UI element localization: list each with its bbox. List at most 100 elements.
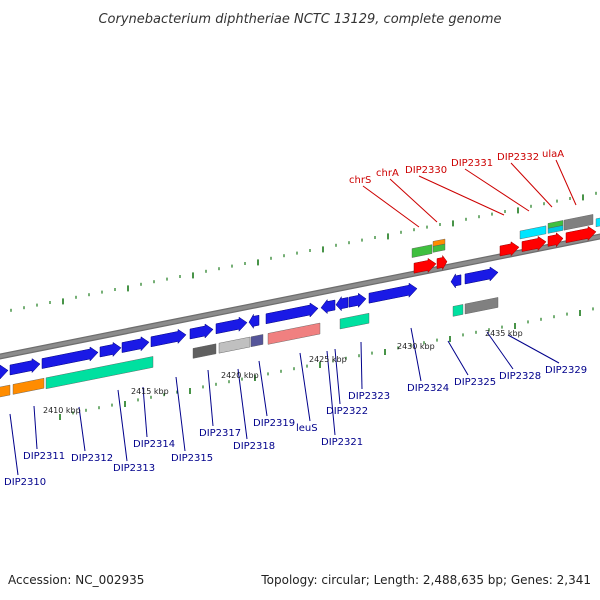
leader-line xyxy=(33,405,38,450)
gene-label-forward: DIP2317 xyxy=(199,428,241,439)
forward-gene-arrow xyxy=(41,346,99,369)
forward-gene-arrow xyxy=(320,298,336,315)
kbp-label: 2420 kbp xyxy=(221,371,259,380)
annotation-block xyxy=(464,297,499,315)
leader-line xyxy=(464,168,530,212)
leader-line xyxy=(334,348,341,405)
leader-line xyxy=(507,334,560,364)
forward-gene-arrow xyxy=(348,292,367,308)
leader-line xyxy=(9,413,19,476)
forward-gene-arrow xyxy=(99,341,122,358)
kbp-markers: 2410 kbp 2415 kbp 2420 kbp 2425 kbp 2430 kbp… xyxy=(43,329,523,415)
forward-gene-arrow xyxy=(450,272,462,289)
annotation-block xyxy=(452,304,464,317)
gene-label-reverse: chrS xyxy=(349,175,371,186)
annotation-block xyxy=(339,312,370,330)
leader-line xyxy=(175,376,186,452)
backbone-core xyxy=(0,234,600,359)
leader-line xyxy=(142,386,148,438)
gene-label-forward: DIP2313 xyxy=(113,463,155,474)
leader-line xyxy=(117,389,128,462)
annotation-block xyxy=(12,377,45,395)
forward-gene-arrow xyxy=(9,358,41,376)
leader-line xyxy=(360,341,363,390)
gene-label-reverse: ulaA xyxy=(542,149,564,160)
reverse-gene-arrow xyxy=(521,235,547,252)
kbp-label: 2430 kbp xyxy=(397,342,435,351)
gene-label-forward: DIP2319 xyxy=(253,418,295,429)
gene-label-forward: DIP2311 xyxy=(23,451,65,462)
kbp-label: 2410 kbp xyxy=(43,406,81,415)
gene-label-forward: DIP2314 xyxy=(133,439,175,450)
leader-line xyxy=(237,368,248,440)
annotation-block xyxy=(45,356,154,390)
leader-line xyxy=(326,350,336,436)
forward-gene-arrow xyxy=(265,302,319,325)
kbp-label: 2415 kbp xyxy=(131,387,169,396)
gene-label-forward: DIP2318 xyxy=(233,441,275,452)
leader-line xyxy=(362,185,420,228)
leader-line xyxy=(486,331,514,370)
annotation-block xyxy=(250,334,264,348)
reverse-gene-arrow xyxy=(436,254,448,271)
leader-line xyxy=(207,369,214,427)
reverse-gene-arrow xyxy=(413,257,437,274)
leader-line xyxy=(389,178,438,223)
topology-text: Topology: circular; Length: 2,488,635 bp… xyxy=(261,573,591,587)
gene-label-reverse: DIP2331 xyxy=(451,158,493,169)
kbp-label: 2435 kbp xyxy=(485,329,523,338)
leader-line xyxy=(258,360,268,417)
leader-line xyxy=(418,175,505,216)
annotation-block xyxy=(595,217,600,228)
gene-label-forward: DIP2321 xyxy=(321,437,363,448)
gene-label-reverse: DIP2332 xyxy=(497,152,539,163)
forward-gene-arrow xyxy=(368,282,418,304)
leader-line xyxy=(555,159,577,206)
annotation-block xyxy=(192,343,217,359)
forward-gene-arrow xyxy=(464,266,499,285)
gene-label-reverse: DIP2330 xyxy=(405,165,447,176)
map-title: Corynebacterium diphtheriae NCTC 13129, … xyxy=(98,12,501,27)
annotation-block xyxy=(563,214,594,231)
forward-gene-arrow xyxy=(150,328,187,348)
leader-line xyxy=(78,406,86,452)
annotation-block xyxy=(432,243,446,253)
label-leader-lines xyxy=(9,159,577,476)
annotation-block xyxy=(411,244,433,258)
leader-line xyxy=(410,327,422,382)
gene-label-forward: DIP2322 xyxy=(326,406,368,417)
forward-gene-arrow xyxy=(335,295,349,312)
forward-gene-arrow xyxy=(248,313,260,330)
reverse-gene-arrow xyxy=(499,241,520,257)
leader-line xyxy=(447,340,469,376)
leader-line xyxy=(299,352,311,422)
forward-gene-arrow xyxy=(189,323,214,340)
annotation-block xyxy=(547,225,564,234)
annotation-block xyxy=(267,322,321,345)
gene-arrows xyxy=(0,225,597,380)
annotation-blocks xyxy=(0,214,600,398)
annotation-block xyxy=(0,384,11,398)
reverse-gene-arrow xyxy=(565,225,597,244)
gene-label-forward: DIP2328 xyxy=(499,371,541,382)
reverse-gene-arrow xyxy=(547,232,564,248)
forward-gene-arrow xyxy=(121,336,150,353)
gene-label-forward: DIP2325 xyxy=(454,377,496,388)
gene-label-forward: DIP2324 xyxy=(407,383,449,394)
accession-text: Accession: NC_002935 xyxy=(8,573,145,587)
gene-label-forward: DIP2323 xyxy=(348,391,390,402)
annotation-block xyxy=(519,225,547,240)
gene-label-reverse: chrA xyxy=(376,168,399,179)
kbp-label: 2425 kbp xyxy=(309,355,347,364)
gene-label-forward: DIP2312 xyxy=(71,453,113,464)
annotation-block xyxy=(218,336,251,354)
gene-label-forward: DIP2329 xyxy=(545,365,587,376)
leader-line xyxy=(510,162,553,208)
gene-label-forward: DIP2315 xyxy=(171,453,213,464)
genome-backbone xyxy=(0,233,600,360)
tick-marks xyxy=(10,191,597,420)
forward-gene-arrow xyxy=(215,316,248,335)
